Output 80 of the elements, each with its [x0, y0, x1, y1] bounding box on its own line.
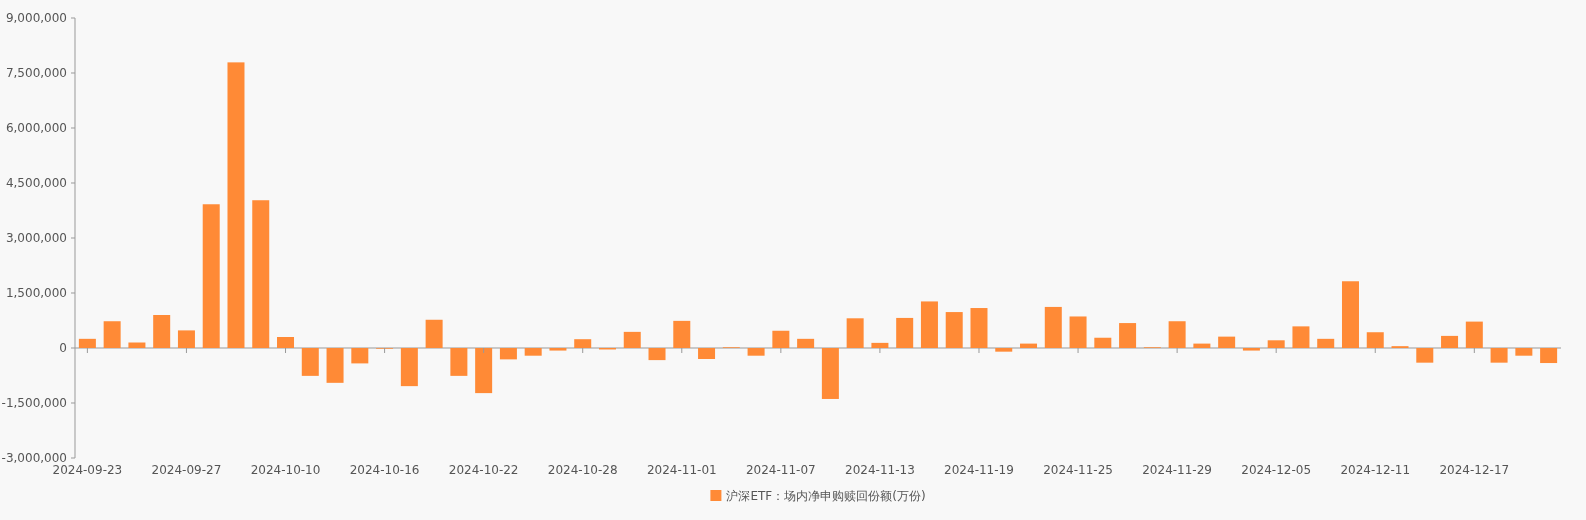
x-tick-label: 2024-11-19 [944, 463, 1014, 477]
bar [1218, 336, 1236, 348]
bar [400, 348, 418, 387]
bar [1465, 321, 1483, 348]
x-tick-label: 2024-11-01 [646, 463, 717, 477]
bar [351, 348, 369, 364]
bar [1020, 343, 1038, 348]
bar [1094, 337, 1112, 348]
bar [698, 348, 716, 359]
y-tick-label: -3,000,000 [1, 451, 67, 465]
bar [1069, 316, 1087, 348]
bar [425, 319, 443, 348]
bar [846, 318, 864, 348]
y-tick-label: 7,500,000 [5, 66, 67, 80]
bar [995, 348, 1013, 352]
y-tick-label: -1,500,000 [1, 396, 67, 410]
bar [277, 337, 295, 348]
bar [1168, 321, 1186, 348]
x-tick-label: 2024-10-22 [448, 463, 519, 477]
x-tick-label: 2024-10-28 [547, 463, 618, 477]
y-tick-label: 1,500,000 [5, 286, 67, 300]
bar [920, 301, 938, 348]
x-tick-label: 2024-12-05 [1241, 463, 1312, 477]
x-tick-label: 2024-12-17 [1439, 463, 1510, 477]
x-tick-label: 2024-11-13 [845, 463, 915, 477]
bar [1193, 343, 1211, 348]
bar [153, 315, 171, 348]
bar [1515, 348, 1533, 356]
bar [772, 330, 790, 348]
bar [301, 348, 319, 376]
bar [1341, 281, 1359, 348]
bar [450, 348, 468, 376]
bar [871, 342, 889, 348]
bar [1441, 335, 1459, 348]
bar [747, 348, 765, 356]
y-tick-label: 3,000,000 [5, 231, 67, 245]
x-tick-label: 2024-09-27 [151, 463, 222, 477]
x-tick-label: 2024-11-07 [745, 463, 816, 477]
x-tick-label: 2024-09-23 [52, 463, 123, 477]
bar [623, 331, 641, 348]
bar [945, 312, 963, 348]
y-tick-label: 0 [59, 341, 67, 355]
bar [524, 348, 542, 356]
legend: 沪深ETF：场内净申购赎回份额(万份) [710, 489, 926, 503]
bar [128, 342, 146, 348]
bar [475, 348, 493, 394]
bar [1119, 323, 1137, 348]
bar [499, 348, 517, 360]
bar [1267, 340, 1285, 348]
bar [227, 62, 245, 348]
bar [549, 348, 567, 351]
bar [1490, 348, 1508, 363]
bar [103, 321, 121, 348]
bar [821, 348, 839, 399]
x-tick-label: 2024-11-25 [1043, 463, 1113, 477]
bar [896, 317, 914, 348]
x-tick-label: 2024-10-16 [349, 463, 420, 477]
bar [202, 204, 220, 348]
x-tick-label: 2024-11-29 [1142, 463, 1212, 477]
bar [1540, 348, 1558, 364]
bar [177, 330, 195, 348]
bar [1416, 348, 1434, 363]
bar [574, 339, 592, 348]
y-tick-label: 4,500,000 [5, 176, 67, 190]
bar [970, 308, 988, 348]
bar [252, 200, 270, 348]
bar [326, 348, 344, 383]
bar [1292, 326, 1310, 348]
x-tick-label: 2024-12-11 [1340, 463, 1411, 477]
bar [1366, 332, 1384, 348]
y-tick-label: 9,000,000 [5, 11, 67, 25]
bar [648, 348, 666, 361]
bar [1317, 338, 1335, 348]
bar [673, 320, 691, 348]
y-tick-label: 6,000,000 [5, 121, 67, 135]
bar [1044, 306, 1062, 348]
bar [78, 338, 96, 348]
x-tick-label: 2024-10-10 [250, 463, 321, 477]
bar [1242, 348, 1260, 351]
bar [797, 338, 815, 348]
